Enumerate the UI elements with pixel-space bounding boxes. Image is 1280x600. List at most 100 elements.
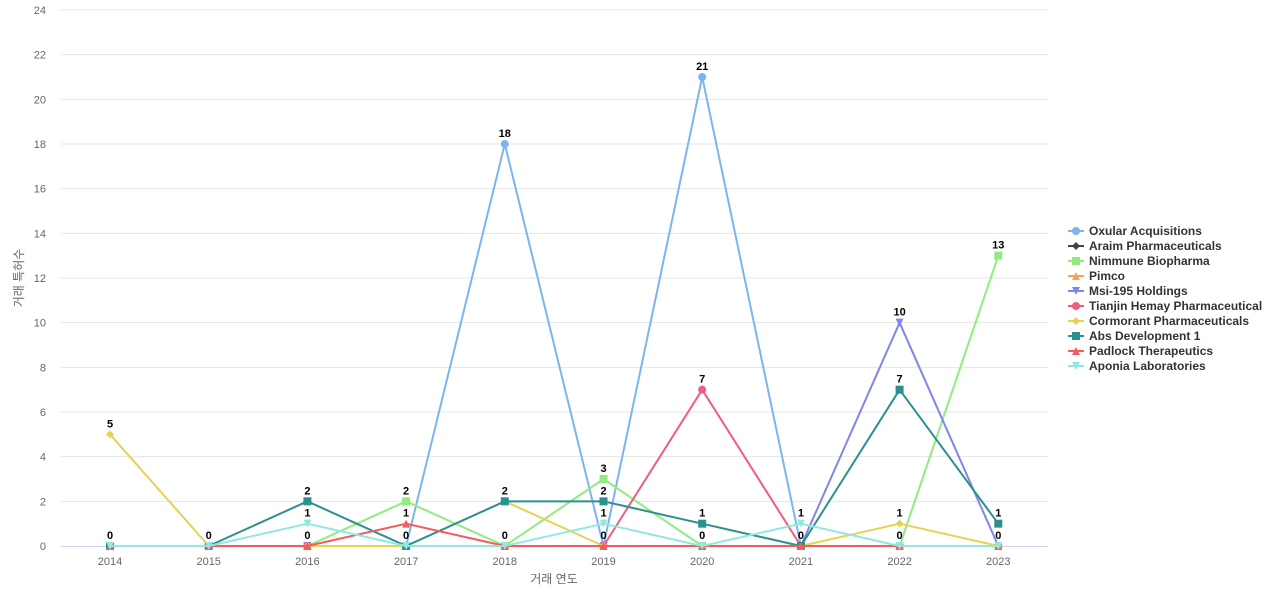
legend-item[interactable]: Araim Pharmaceuticals (1068, 239, 1222, 253)
legend-label: Araim Pharmaceuticals (1089, 239, 1222, 253)
data-point[interactable] (698, 73, 707, 81)
series-line (109, 433, 999, 547)
series-group (106, 73, 1003, 550)
data-point[interactable] (599, 497, 608, 506)
data-point[interactable] (796, 542, 805, 550)
data-point[interactable] (303, 519, 312, 528)
data-point[interactable] (698, 385, 707, 394)
y-tick-label: 22 (34, 50, 46, 62)
data-point[interactable] (895, 385, 904, 394)
y-tick-label: 2 (40, 496, 46, 508)
y-tick-label: 6 (40, 407, 46, 419)
legend-marker-icon (1072, 287, 1080, 295)
data-label: 18 (499, 128, 511, 140)
legend-marker-icon (1072, 332, 1080, 340)
data-label: 0 (403, 530, 409, 542)
data-point[interactable] (303, 542, 312, 550)
series-msi-195-holdings (106, 318, 1003, 550)
data-point[interactable] (994, 542, 1003, 550)
legend-marker-icon (1072, 227, 1080, 235)
legend-item[interactable]: Padlock Therapeutics (1068, 344, 1213, 358)
legend-marker-icon (1072, 242, 1080, 250)
data-point[interactable] (698, 519, 707, 528)
data-point[interactable] (994, 251, 1003, 260)
data-label: 0 (304, 530, 310, 542)
data-point[interactable] (599, 519, 608, 528)
legend-item[interactable]: Oxular Acquisitions (1068, 224, 1202, 238)
data-label: 1 (995, 508, 1001, 520)
data-label: 7 (897, 374, 903, 386)
data-label: 21 (696, 61, 708, 73)
legend-item[interactable]: Nimmune Biopharma (1068, 254, 1210, 268)
y-tick-label: 18 (34, 139, 46, 151)
legend-item[interactable]: Msi-195 Holdings (1068, 284, 1188, 298)
data-point[interactable] (895, 318, 904, 327)
data-point[interactable] (402, 519, 411, 528)
data-label: 0 (798, 530, 804, 542)
legend-marker-icon (1072, 302, 1080, 310)
data-point[interactable] (895, 542, 904, 550)
x-axis-title: 거래 연도 (530, 572, 578, 586)
data-point[interactable] (500, 542, 509, 550)
legend-marker-icon (1072, 347, 1080, 355)
y-tick-label: 24 (34, 5, 46, 17)
data-point[interactable] (994, 519, 1003, 528)
legend-item[interactable]: Cormorant Pharmaceuticals (1068, 314, 1249, 328)
data-label: 1 (600, 508, 606, 520)
y-tick-label: 0 (40, 541, 46, 553)
grid-lines (61, 9, 1048, 502)
series-line (110, 388, 1000, 547)
legend-item[interactable]: Pimco (1068, 269, 1125, 283)
y-tick-label: 4 (40, 452, 46, 464)
series-oxular-acquisitions (106, 73, 1003, 550)
y-axis-title: 거래 특허수 (12, 249, 26, 308)
data-point[interactable] (500, 497, 509, 506)
data-point[interactable] (895, 519, 904, 528)
y-tick-label: 16 (34, 184, 46, 196)
data-label: 13 (992, 240, 1004, 252)
x-tick-label: 2021 (789, 556, 813, 568)
data-label: 0 (206, 530, 212, 542)
legend-item[interactable]: Aponia Laboratories (1068, 359, 1206, 373)
data-point[interactable] (599, 475, 608, 483)
data-label: 0 (107, 530, 113, 542)
data-label: 5 (107, 418, 113, 430)
x-tick-label: 2016 (295, 556, 319, 568)
y-tick-label: 14 (34, 228, 46, 240)
series-line (110, 522, 999, 547)
y-tick-label: 8 (40, 362, 46, 374)
series-line (110, 76, 999, 547)
data-label: 7 (699, 374, 705, 386)
x-tick-label: 2019 (591, 556, 615, 568)
data-point[interactable] (204, 542, 213, 550)
data-point[interactable] (698, 542, 707, 550)
data-point[interactable] (106, 430, 114, 439)
x-tick-label: 2015 (196, 556, 220, 568)
legend-label: Cormorant Pharmaceuticals (1089, 314, 1249, 328)
legend-item[interactable]: Tianjin Hemay Pharmaceutical (1068, 299, 1262, 313)
data-label: 2 (502, 485, 508, 497)
data-label: 0 (502, 530, 508, 542)
x-tick-label: 2022 (887, 556, 911, 568)
data-point[interactable] (599, 542, 608, 550)
legend-marker-icon (1072, 257, 1080, 265)
data-point[interactable] (402, 542, 411, 550)
data-point[interactable] (402, 497, 411, 506)
series-nimmune-biopharma (106, 251, 1003, 550)
data-label: 0 (897, 530, 903, 542)
legend-item[interactable]: Abs Development 1 (1068, 329, 1201, 343)
data-label: 0 (699, 530, 705, 542)
data-label: 1 (798, 508, 804, 520)
legend-label: Abs Development 1 (1089, 329, 1201, 343)
legend-label: Aponia Laboratories (1089, 359, 1206, 373)
data-label: 10 (893, 307, 905, 319)
data-label: 1 (304, 508, 310, 520)
data-point[interactable] (500, 140, 509, 148)
data-point[interactable] (796, 519, 805, 528)
series-abs-development-1 (106, 385, 1003, 550)
data-point[interactable] (303, 497, 312, 506)
data-point[interactable] (106, 542, 114, 550)
